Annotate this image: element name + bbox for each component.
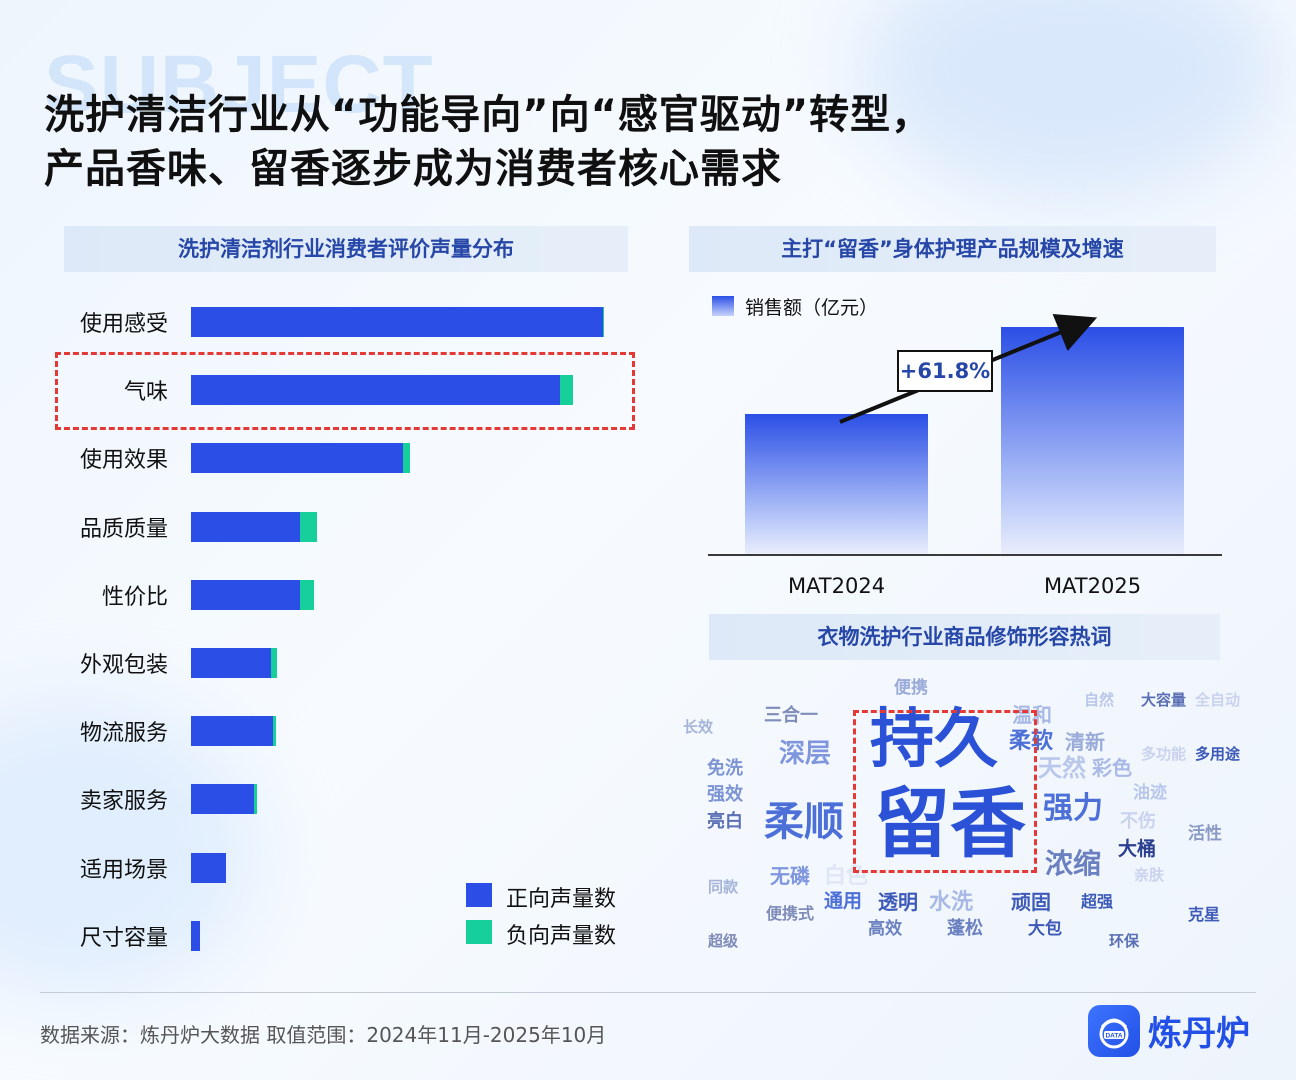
word-cloud-title: 衣物洗护行业商品修饰形容热词 [709, 614, 1220, 660]
keyword: 便携 [894, 678, 928, 698]
sales-bar [1001, 327, 1184, 554]
category-label: 气味 [123, 380, 168, 406]
keyword: 柔顺 [764, 799, 844, 845]
positive-volume-bar [191, 784, 255, 815]
data-source-note: 数据来源：炼丹炉大数据 取值范围：2024年11月-2025年10月 [40, 1023, 607, 1047]
category-label: 尺寸容量 [79, 925, 168, 951]
page-title-line-1: 洗护清洁行业从“功能导向”向“感官驱动”转型， [44, 92, 933, 138]
keyword: 便携式 [766, 904, 815, 923]
brand-logo-text: 炼丹炉 [1148, 1014, 1250, 1054]
keyword: 超强 [1081, 892, 1114, 911]
keyword-highlight-box [853, 710, 1037, 873]
sales-x-tick-label: MAT2024 [787, 574, 886, 598]
positive-volume-bar [191, 307, 603, 337]
legend-positive-swatch [466, 883, 492, 907]
legend-negative-label: 负向声量数 [506, 924, 617, 949]
keyword: 多功能 [1141, 745, 1187, 763]
keyword: 浓缩 [1045, 847, 1102, 880]
positive-volume-bar [191, 920, 201, 951]
sales-x-tick-label: MAT2025 [1043, 574, 1142, 598]
positive-volume-bar [191, 716, 274, 747]
keyword: 留香 [874, 779, 1026, 868]
keyword: 大桶 [1118, 838, 1157, 860]
sales-chart-title: 主打“留香”身体护理产品规模及增速 [689, 226, 1216, 272]
category-label: 物流服务 [79, 721, 168, 747]
keyword: 高效 [868, 919, 902, 939]
category-label: 适用场景 [79, 857, 168, 883]
keyword: 天然 [1038, 754, 1086, 782]
positive-volume-bar [191, 579, 301, 610]
negative-volume-bar [254, 784, 257, 815]
keyword: 大容量 [1141, 691, 1187, 709]
keyword: 清新 [1065, 730, 1105, 754]
negative-volume-bar [300, 511, 318, 542]
odor-highlight-box [55, 352, 635, 430]
keyword: 无磷 [770, 864, 810, 888]
keyword: 超级 [708, 932, 739, 950]
keyword: 持久 [870, 703, 998, 777]
keyword: 活性 [1188, 824, 1222, 844]
keyword: 亲肤 [1134, 866, 1165, 884]
sales-legend-label: 销售额（亿元） [745, 297, 879, 319]
review-volume-chart-title: 洗护清洁剂行业消费者评价声量分布 [64, 226, 628, 272]
keyword: 深层 [779, 739, 832, 769]
subject-watermark: SUBJECT [44, 39, 434, 130]
keyword: 水洗 [929, 890, 974, 915]
keyword: 通用 [824, 890, 863, 912]
keyword: 强力 [1043, 791, 1103, 826]
keyword: 不伤 [1120, 811, 1156, 832]
legend-negative-swatch [466, 920, 492, 944]
keyword: 彩色 [1092, 756, 1132, 780]
page-title-line-2: 产品香味、留香逐步成为消费者核心需求 [44, 146, 782, 192]
category-label: 性价比 [101, 584, 168, 610]
category-label: 外观包装 [79, 653, 168, 678]
positive-volume-bar [191, 852, 227, 883]
keyword: 长效 [683, 718, 714, 736]
positive-volume-bar [191, 511, 301, 542]
cauldron-data-icon: DATA [1088, 1005, 1140, 1057]
keyword: 顽固 [1011, 890, 1051, 914]
negative-volume-bar [273, 716, 277, 747]
keyword: 强效 [707, 784, 743, 805]
category-label: 卖家服务 [79, 789, 168, 815]
category-label: 使用感受 [79, 312, 168, 337]
positive-volume-bar [191, 648, 271, 678]
keyword: 柔软 [1009, 729, 1054, 754]
category-label: 使用效果 [79, 448, 168, 474]
logo-badge-text: DATA [1105, 1033, 1122, 1040]
keyword: 透明 [878, 890, 918, 914]
keyword: 免洗 [707, 758, 743, 779]
sales-x-axis [708, 554, 1222, 556]
negative-volume-bar [403, 443, 411, 474]
sales-legend-swatch [712, 296, 734, 316]
keyword: 大包 [1028, 919, 1062, 939]
growth-rate-label: +61.8% [897, 350, 993, 392]
keyword: 油迹 [1133, 783, 1167, 803]
keyword: 三合一 [764, 705, 818, 726]
keyword: 克星 [1188, 905, 1221, 924]
legend-positive-label: 正向声量数 [506, 887, 617, 912]
negative-volume-bar [603, 307, 605, 337]
keyword: 全自动 [1195, 691, 1241, 709]
sales-bar [745, 414, 928, 554]
keyword: 蓬松 [947, 918, 983, 939]
positive-volume-bar [191, 443, 404, 474]
negative-volume-bar [270, 648, 278, 678]
keyword: 自然 [1084, 691, 1115, 709]
negative-volume-bar [559, 375, 574, 406]
positive-volume-bar [191, 375, 560, 406]
keyword: 多用途 [1195, 745, 1241, 763]
keyword: 亮白 [707, 811, 743, 832]
footer-divider [40, 992, 1256, 993]
category-label: 品质质量 [79, 516, 168, 542]
negative-volume-bar [300, 579, 315, 610]
keyword: 同款 [708, 878, 739, 896]
keyword: 环保 [1109, 932, 1140, 950]
